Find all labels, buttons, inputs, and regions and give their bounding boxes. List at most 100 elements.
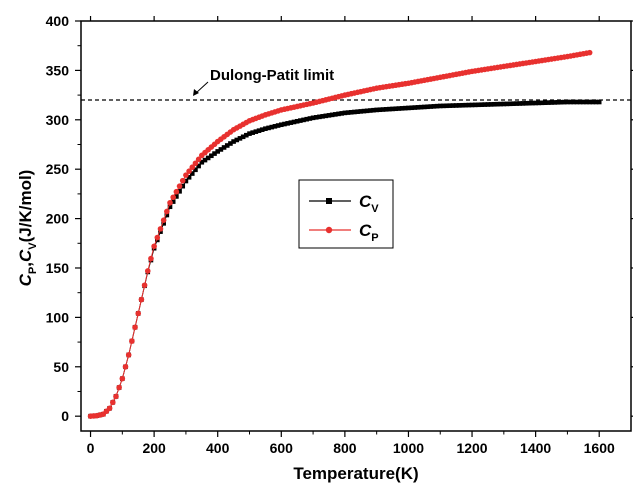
data-point bbox=[138, 296, 145, 303]
data-point bbox=[259, 127, 265, 132]
series-group bbox=[87, 49, 602, 419]
legend-item: CV bbox=[309, 192, 379, 215]
data-point bbox=[192, 160, 199, 167]
data-point bbox=[317, 114, 322, 120]
data-point bbox=[167, 199, 173, 206]
x-tick-label: 1200 bbox=[456, 440, 487, 456]
series-line bbox=[90, 101, 600, 417]
data-point bbox=[177, 189, 182, 194]
y-tick-label: 150 bbox=[46, 260, 70, 276]
data-point bbox=[151, 243, 157, 250]
data-point bbox=[590, 99, 596, 105]
y-tick-label: 300 bbox=[46, 112, 70, 128]
data-point bbox=[383, 107, 389, 112]
data-point bbox=[418, 104, 424, 110]
data-point bbox=[310, 115, 316, 121]
data-point bbox=[393, 106, 399, 112]
data-point bbox=[160, 217, 167, 223]
axis-ticks: 0 200 400 600 800 1000 1200 1400 1600 0 50 100 150 20… bbox=[46, 13, 633, 456]
data-point bbox=[514, 101, 519, 106]
data-point bbox=[333, 112, 338, 117]
data-point bbox=[533, 100, 538, 106]
legend-item: CP bbox=[309, 221, 379, 244]
data-point bbox=[374, 107, 379, 113]
data-point bbox=[109, 399, 116, 406]
data-point bbox=[275, 123, 281, 128]
plot-frame bbox=[80, 20, 632, 432]
data-point bbox=[542, 100, 548, 106]
y-tick-label: 0 bbox=[61, 408, 69, 424]
data-point bbox=[294, 118, 300, 124]
data-point bbox=[428, 104, 434, 109]
reference-line-group: Dulong-Patit limit bbox=[81, 67, 631, 101]
data-point bbox=[272, 124, 278, 129]
data-point bbox=[425, 104, 430, 110]
y-tick-label: 50 bbox=[53, 359, 69, 375]
data-point bbox=[224, 143, 230, 148]
data-point bbox=[174, 194, 179, 199]
data-point bbox=[135, 310, 142, 317]
annotation-arrow bbox=[195, 81, 209, 94]
data-point bbox=[387, 106, 392, 112]
data-point bbox=[450, 103, 456, 108]
data-point bbox=[457, 103, 462, 108]
data-point bbox=[170, 194, 176, 201]
x-tick-label: 0 bbox=[87, 440, 95, 456]
data-point bbox=[209, 153, 214, 159]
data-point bbox=[240, 134, 246, 140]
data-point bbox=[218, 147, 224, 152]
data-point bbox=[326, 113, 332, 118]
data-point bbox=[472, 102, 478, 108]
x-tick-label: 800 bbox=[333, 440, 357, 456]
data-point bbox=[377, 107, 383, 113]
data-point bbox=[466, 102, 472, 108]
y-tick-label: 100 bbox=[46, 309, 70, 325]
data-point bbox=[530, 100, 535, 106]
data-point bbox=[568, 99, 573, 105]
data-point bbox=[250, 130, 255, 135]
data-point bbox=[441, 103, 446, 109]
data-point bbox=[488, 102, 494, 107]
data-point bbox=[228, 141, 233, 146]
data-point bbox=[479, 102, 484, 107]
data-point bbox=[119, 375, 126, 382]
data-point bbox=[122, 363, 129, 370]
data-point bbox=[304, 116, 310, 122]
data-point bbox=[422, 104, 427, 110]
data-point bbox=[561, 99, 567, 105]
x-tick-label: 200 bbox=[142, 440, 166, 456]
data-point bbox=[256, 128, 262, 133]
data-point bbox=[180, 183, 186, 189]
data-point bbox=[154, 234, 161, 241]
data-point bbox=[231, 139, 236, 144]
data-point bbox=[313, 115, 319, 120]
data-point bbox=[278, 122, 284, 128]
data-point bbox=[329, 112, 335, 118]
x-tick-label: 400 bbox=[206, 440, 230, 456]
data-point bbox=[161, 221, 166, 226]
data-point bbox=[106, 405, 113, 412]
data-point bbox=[390, 106, 395, 112]
data-point bbox=[183, 172, 189, 178]
data-point bbox=[336, 111, 341, 117]
y-tick-label: 400 bbox=[46, 13, 70, 29]
data-point bbox=[221, 145, 227, 150]
data-point bbox=[523, 100, 529, 106]
x-tick-label: 1600 bbox=[584, 440, 615, 456]
data-point bbox=[498, 101, 503, 107]
data-point bbox=[183, 178, 189, 184]
data-point bbox=[549, 100, 554, 105]
data-point bbox=[368, 108, 373, 113]
dulong-petit-label: Dulong-Patit limit bbox=[210, 67, 334, 84]
series-cv bbox=[88, 99, 602, 419]
data-point bbox=[253, 129, 259, 134]
data-point bbox=[244, 132, 249, 138]
data-point bbox=[491, 101, 497, 107]
data-point bbox=[552, 100, 557, 105]
data-point bbox=[520, 101, 526, 106]
data-point bbox=[587, 99, 592, 105]
data-point bbox=[176, 183, 183, 189]
data-point bbox=[186, 168, 192, 174]
data-point bbox=[202, 157, 208, 163]
data-point bbox=[355, 109, 360, 114]
